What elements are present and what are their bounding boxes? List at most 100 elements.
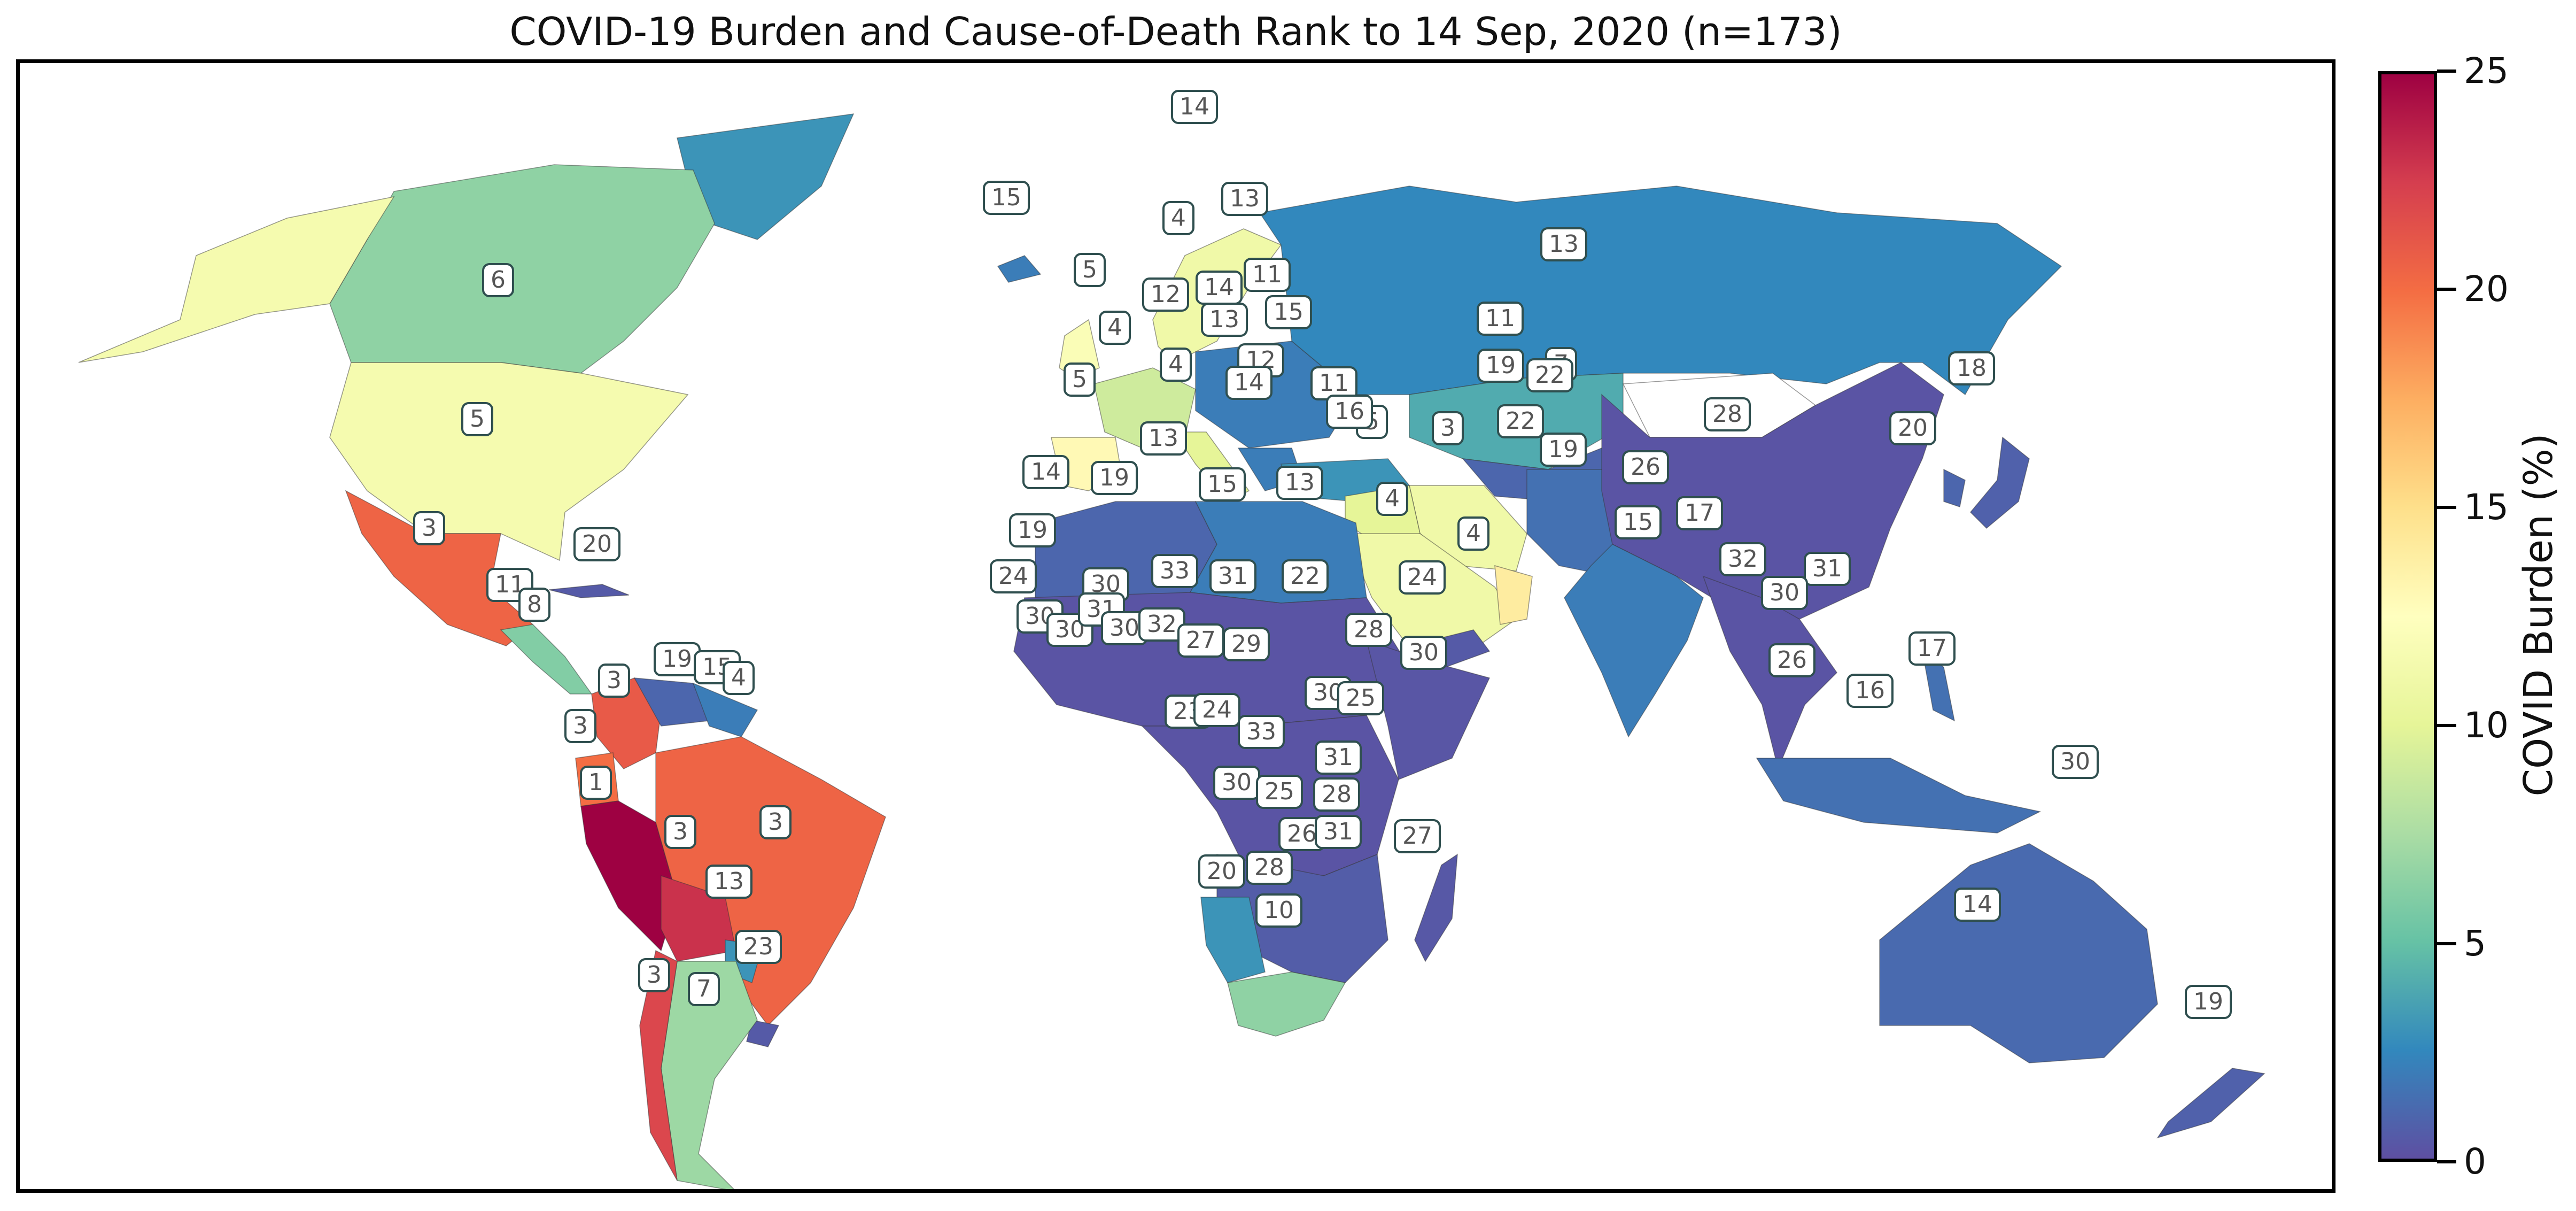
rank-label: 24 [990,559,1037,593]
rank-label: 19 [654,642,701,676]
rank-label: 3 [598,664,630,698]
colorbar-tick-label: 5 [2464,923,2486,964]
rank-label: 28 [1313,777,1360,812]
rank-label: 30 [1213,766,1260,800]
rank-label: 29 [1223,627,1270,661]
colorbar-tick [2437,942,2456,945]
rank-label: 7 [688,972,720,1006]
rank-label: 3 [759,805,792,839]
rank-label: 5 [461,402,493,436]
rank-label: 15 [983,181,1030,215]
rank-label: 20 [1198,854,1245,889]
rank-label: 24 [1399,560,1446,595]
country-regions [78,113,2265,1189]
region-alaska [78,196,395,363]
rank-label: 17 [1908,631,1956,666]
rank-label: 11 [1477,302,1524,336]
colorbar-tick-label: 25 [2464,50,2509,91]
rank-label: 28 [1704,397,1751,431]
rank-label: 28 [1345,613,1392,647]
region-japan [1969,436,2030,529]
region-india [1564,544,1704,738]
rank-label: 27 [1177,623,1224,658]
colorbar-tick-label: 10 [2464,705,2509,746]
rank-label: 15 [1615,505,1662,539]
rank-label: 18 [1948,351,1995,385]
rank-label: 30 [1400,636,1447,670]
region-new-zealand [2156,1068,2265,1139]
rank-label: 24 [1193,693,1240,727]
rank-label: 3 [564,709,596,743]
map-frame: 6 5 3 20 11 8 3 19 15 4 3 1 3 3 13 23 3 7 14 15 13 4 5 12 11 14 15… [16,59,2336,1193]
rank-label: 13 [1221,182,1268,216]
rank-label: 31 [1209,559,1256,593]
colorbar-tick [2437,1160,2456,1163]
rank-label: 4 [1457,516,1489,551]
rank-label: 4 [723,661,755,695]
rank-label: 12 [1142,277,1189,312]
region-indonesia [1756,758,2042,834]
rank-label: 3 [413,511,445,545]
rank-label: 1 [580,766,612,800]
rank-label: 15 [1265,295,1312,329]
world-map [78,113,2265,1189]
rank-label: 23 [735,930,782,964]
rank-label: 4 [1099,311,1131,345]
colorbar: 0 5 10 15 20 25 [2378,53,2576,1179]
rank-label: 16 [1326,395,1373,429]
rank-label: 19 [1091,461,1138,495]
region-korea [1943,468,1966,507]
rank-label: 8 [518,588,550,622]
rank-label: 3 [1432,411,1464,445]
rank-label: 10 [1255,893,1302,928]
rank-label: 22 [1526,358,1573,392]
rank-label: 20 [573,527,620,561]
rank-label: 19 [1540,433,1587,467]
rank-label: 3 [664,815,696,849]
rank-label: 5 [1064,362,1096,397]
rank-label: 13 [1201,303,1248,337]
region-uruguay [746,1020,780,1047]
rank-label: 25 [1256,775,1303,809]
rank-label: 19 [1009,513,1056,547]
rank-label: 25 [1337,681,1384,715]
rank-label: 32 [1719,542,1766,576]
region-oman [1494,565,1533,625]
rank-label: 3 [638,958,670,992]
rank-label: 14 [1225,366,1273,400]
rank-label: 13 [1140,421,1187,456]
colorbar-tick-label: 15 [2464,487,2509,528]
rank-label: 15 [694,650,741,684]
chart-title: COVID-19 Burden and Cause-of-Death Rank … [509,9,1842,54]
region-central-america [500,624,593,695]
region-chile [639,950,678,1181]
rank-label: 20 [1889,411,1936,445]
rank-label: 13 [705,865,752,899]
rank-label: 5 [1074,253,1106,287]
colorbar-tick [2437,70,2456,73]
rank-label: 30 [2052,745,2099,779]
colorbar-tick [2437,288,2456,291]
rank-label: 19 [2185,985,2232,1019]
region-australia [1879,843,2158,1063]
rank-label: 4 [1160,348,1192,382]
region-madagascar [1414,853,1458,962]
rank-label: 22 [1497,404,1544,438]
colorbar-title: COVID Burden (%) [2516,433,2562,797]
region-iceland [997,255,1042,283]
rank-label: 27 [1394,819,1441,853]
rank-label: 11 [1244,258,1291,292]
rank-label: 6 [482,263,514,297]
colorbar-gradient [2378,71,2437,1162]
region-canada [329,164,715,374]
region-usa [329,362,689,561]
colorbar-tick [2437,506,2456,509]
rank-label: 14 [1171,90,1218,124]
rank-label: 31 [1315,741,1362,775]
colorbar-tick [2437,724,2456,727]
rank-label: 31 [1315,815,1362,849]
rank-label: 14 [1196,271,1243,305]
rank-label: 17 [1676,496,1723,530]
colorbar-tick-label: 20 [2464,268,2509,310]
